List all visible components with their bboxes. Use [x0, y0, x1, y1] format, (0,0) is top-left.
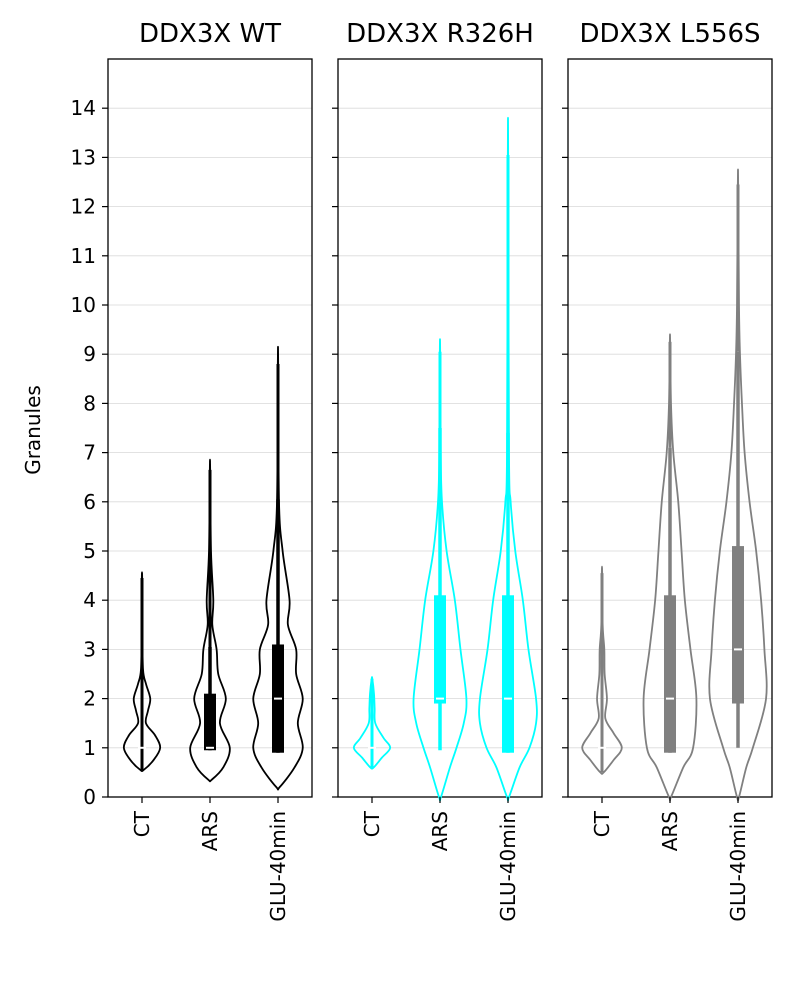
y-tick-label: 7 [83, 441, 96, 465]
panel-3: DDX3X L556S CT ARS GLU-40min [562, 19, 773, 922]
violin-glu-40min [252, 345, 304, 791]
y-tick-label: 14 [71, 96, 96, 120]
y-tick-label: 3 [83, 637, 96, 661]
violin-ct [352, 676, 392, 770]
y-tick-label: 11 [71, 244, 96, 268]
violin-ct [581, 565, 623, 775]
violin-glu-40min [478, 116, 538, 802]
y-tick-label: 2 [83, 687, 96, 711]
violin-ct [122, 571, 162, 773]
y-tick-label: 10 [71, 293, 96, 317]
x-tick-label: CT [590, 810, 614, 837]
iqr-box [732, 546, 744, 704]
y-axis-label: Granules [21, 385, 45, 475]
violin-ars [189, 458, 231, 783]
violin-outline [478, 116, 538, 802]
panel-title: DDX3X WT [139, 19, 281, 49]
violin-glu-40min [708, 168, 768, 802]
iqr-box [502, 595, 514, 753]
x-tick-label: GLU-40min [726, 811, 750, 922]
y-tick-label: 4 [83, 588, 96, 612]
y-tick-label: 8 [83, 391, 96, 415]
x-tick-label: GLU-40min [266, 811, 290, 922]
panel-2: DDX3X R326H CT ARS GLU-40min [332, 19, 543, 922]
iqr-box [664, 595, 676, 753]
y-tick-label: 9 [83, 342, 96, 366]
y-tick-label: 1 [83, 736, 96, 760]
x-tick-label: CT [360, 810, 384, 837]
x-tick-label: CT [130, 810, 154, 837]
x-tick-label: ARS [198, 811, 222, 851]
x-tick-label: ARS [658, 811, 682, 851]
y-tick-label: 13 [71, 145, 96, 169]
y-tick-label: 12 [71, 195, 96, 219]
violin-ars [412, 338, 468, 802]
y-tick-label: 5 [83, 539, 96, 563]
y-tick-label: 0 [83, 785, 96, 809]
iqr-box [204, 693, 216, 751]
x-tick-label: GLU-40min [496, 811, 520, 922]
iqr-box [434, 595, 446, 704]
y-tick-label: 6 [83, 490, 96, 514]
panel-title: DDX3X R326H [346, 19, 534, 49]
violin-ars [642, 333, 698, 802]
panel-title: DDX3X L556S [579, 19, 760, 49]
x-tick-label: ARS [428, 811, 452, 851]
